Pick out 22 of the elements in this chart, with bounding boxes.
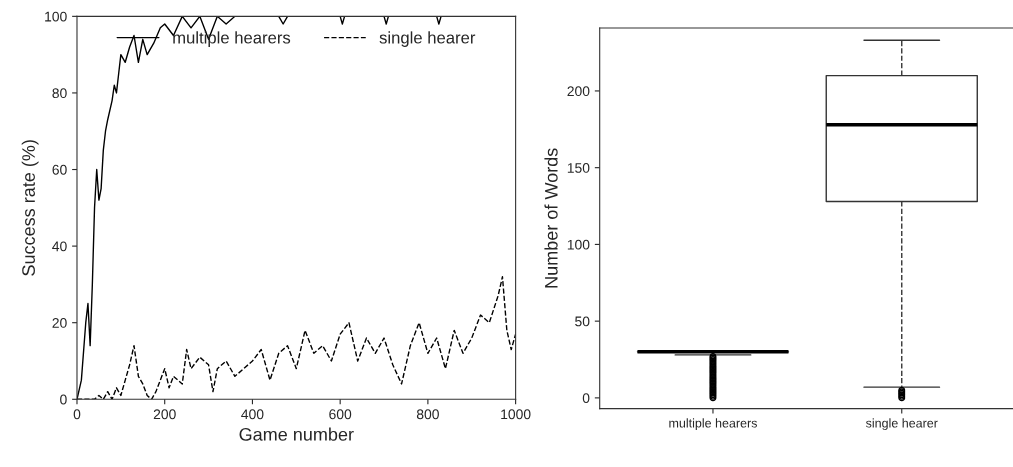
y-tick-label: 50 (575, 316, 590, 327)
y-tick-label: 40 (52, 241, 67, 252)
y-tick-label: 100 (45, 11, 67, 22)
y-tick-label: 0 (582, 393, 590, 404)
x-tick-label: 0 (73, 409, 81, 420)
y-tick-label: 20 (52, 318, 67, 328)
y-tick-label: 200 (567, 86, 590, 97)
y-tick-label: 0 (60, 394, 67, 405)
legend-label: multiple hearers (173, 31, 291, 47)
x-tick-label: 200 (153, 409, 176, 420)
y-tick-label: 100 (567, 239, 590, 250)
x-axis-title: Game number (239, 427, 354, 441)
y-axis-title: Success rate (%) (21, 140, 39, 276)
legend-label: single hearer (379, 31, 476, 47)
y-axis-title: Number of Words (544, 148, 558, 288)
y-tick-label: 60 (52, 164, 67, 175)
x-tick-label: 400 (241, 409, 264, 420)
x-tick-label: 800 (416, 409, 439, 420)
x-tick-label: 1000 (501, 409, 531, 420)
y-tick-label: 80 (52, 88, 67, 99)
x-tick-label: 600 (329, 409, 352, 420)
y-tick-label: 150 (567, 163, 590, 173)
